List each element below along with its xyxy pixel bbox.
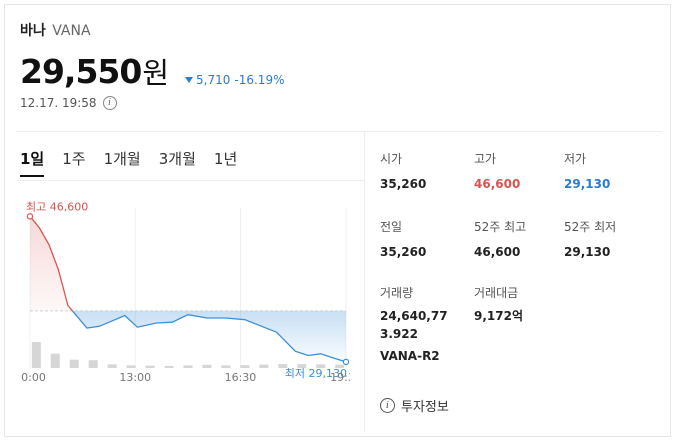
stat-open-label: 시가 xyxy=(380,152,403,166)
price-row: 29,550 원 5,710 -16.19% xyxy=(20,50,284,92)
price-chart[interactable]: 최고 46,600 최저 29,130 10:00 13:00 16:30 19:30 xyxy=(20,200,350,390)
coin-name-en: VANA xyxy=(52,23,91,39)
info-icon: i xyxy=(380,398,395,413)
stat-prev-value: 35,260 xyxy=(380,245,427,259)
divider-vertical xyxy=(364,132,365,432)
price-unit: 원 xyxy=(142,56,170,90)
stat-low52: 52주 최저 29,130 xyxy=(564,218,644,261)
stat-symbol: VANA-R2 xyxy=(380,349,440,363)
price-line-down xyxy=(71,310,347,363)
volume-bar xyxy=(297,364,307,368)
tab-1m[interactable]: 1개월 xyxy=(103,150,141,168)
stat-high: 고가 46,600 xyxy=(474,150,554,193)
volume-bar xyxy=(202,364,212,368)
stat-low52-label: 52주 최저 xyxy=(564,220,617,234)
stat-open-value: 35,260 xyxy=(380,177,427,191)
stat-volume-value: 24,640,773.922 xyxy=(380,309,448,341)
stat-amount-label: 거래대금 xyxy=(474,286,519,300)
high-marker xyxy=(26,213,34,220)
volume-bar xyxy=(145,365,155,368)
change-percent: -16.19% xyxy=(234,73,285,87)
tabs-divider xyxy=(16,180,364,181)
stat-high-value: 46,600 xyxy=(474,177,521,191)
volume-bar xyxy=(259,364,269,368)
low-marker xyxy=(342,358,350,366)
invest-info-link[interactable]: i 투자정보 xyxy=(380,396,449,415)
stat-low-value: 29,130 xyxy=(564,177,611,191)
stat-high52: 52주 최고 46,600 xyxy=(474,218,554,261)
low-label: 최저 29,130 xyxy=(285,367,347,380)
volume-bar xyxy=(69,359,79,368)
info-icon[interactable]: i xyxy=(102,96,117,110)
volume-bar xyxy=(164,365,174,368)
stat-low: 저가 29,130 xyxy=(564,150,644,193)
price-area-down xyxy=(72,310,347,362)
price-area-up xyxy=(30,216,73,311)
volume-bar xyxy=(88,360,98,368)
tab-1d[interactable]: 1일 xyxy=(20,148,45,177)
stat-prev: 전일 35,260 xyxy=(380,218,460,261)
tab-1y[interactable]: 1년 xyxy=(213,150,238,168)
x-axis-ticks: 10:00 13:00 16:30 19:30 xyxy=(20,371,350,384)
x-tick-label: 13:00 xyxy=(119,371,151,384)
tab-1w[interactable]: 1주 xyxy=(62,150,86,168)
volume-bar xyxy=(107,364,117,368)
divider xyxy=(16,131,662,132)
tab-3m[interactable]: 3개월 xyxy=(158,150,196,168)
x-tick-label: 10:00 xyxy=(20,371,46,384)
price-change: 5,710 -16.19% xyxy=(185,73,284,87)
volume-bar xyxy=(278,364,288,368)
high-label: 최고 46,600 xyxy=(26,200,88,213)
volume-bar xyxy=(316,364,326,368)
stat-amount-value: 9,172억 xyxy=(474,309,523,323)
stat-amount: 거래대금 9,172억 xyxy=(474,284,554,325)
stat-high-label: 고가 xyxy=(474,152,497,166)
change-amount: 5,710 xyxy=(196,73,231,87)
stat-prev-label: 전일 xyxy=(380,220,403,234)
volume-bars xyxy=(31,342,345,368)
x-tick-label: 16:30 xyxy=(225,371,257,384)
volume-bar xyxy=(50,353,60,368)
volume-bar xyxy=(221,365,231,368)
stat-volume-label: 거래량 xyxy=(380,286,414,300)
stat-high52-label: 52주 최고 xyxy=(474,220,527,234)
stat-open: 시가 35,260 xyxy=(380,150,460,193)
volume-bar xyxy=(335,364,345,368)
timestamp: 12.17. 19:58 xyxy=(20,96,97,110)
price-line-up xyxy=(29,215,73,312)
stat-low52-value: 29,130 xyxy=(564,245,611,259)
volume-bar xyxy=(126,365,136,368)
volume-bar xyxy=(183,365,193,368)
stat-low-label: 저가 xyxy=(564,152,587,166)
down-triangle-icon xyxy=(185,77,194,83)
timestamp-row: 12.17. 19:58 i xyxy=(20,96,117,110)
current-price: 29,550 xyxy=(20,52,142,91)
stat-volume: 거래량 24,640,773.922 VANA-R2 xyxy=(380,284,460,365)
invest-info-label: 투자정보 xyxy=(401,400,449,415)
coin-name: 바나 VANA xyxy=(20,20,91,40)
x-tick-label: 19:30 xyxy=(330,371,350,384)
coin-name-kr: 바나 xyxy=(20,23,46,39)
volume-bar xyxy=(31,342,41,368)
volume-bar xyxy=(240,365,250,368)
stat-high52-value: 46,600 xyxy=(474,245,521,259)
period-tabs: 1일 1주 1개월 3개월 1년 xyxy=(20,148,255,177)
